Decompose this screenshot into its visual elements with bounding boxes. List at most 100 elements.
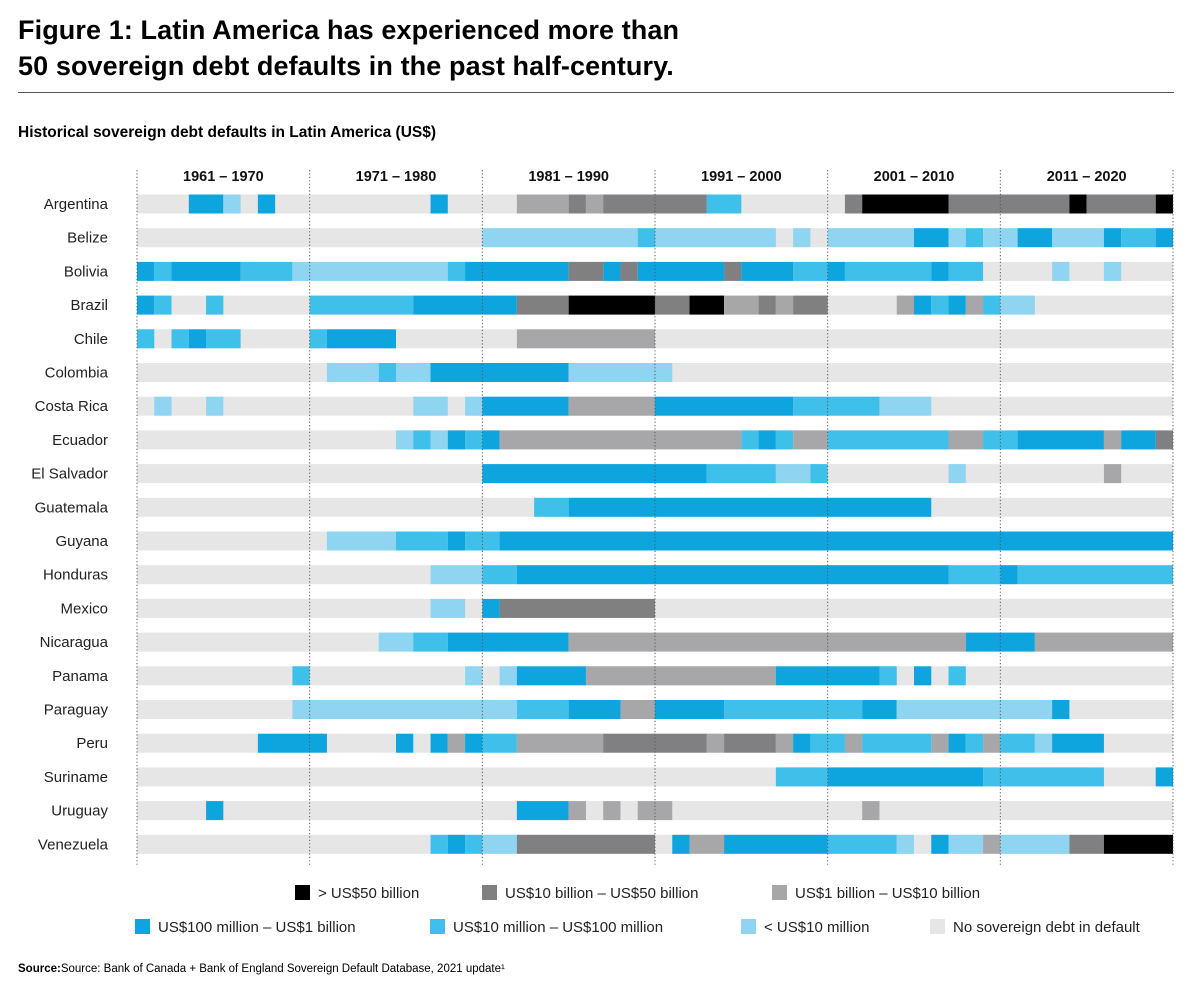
default-segment-m10-100 xyxy=(793,396,880,416)
default-segment-m100-1b xyxy=(914,295,932,315)
default-segment-lt10m xyxy=(948,228,966,248)
default-segment-m100-1b xyxy=(516,801,569,821)
default-segment-lt10m xyxy=(154,396,172,416)
default-segment-m100-1b xyxy=(948,733,966,753)
default-segment-b1-10 xyxy=(724,295,759,315)
default-segment-m100-1b xyxy=(430,363,569,382)
default-segment-m100-1b xyxy=(948,295,966,315)
default-segment-b10-50 xyxy=(758,295,776,315)
chart-subtitle: Historical sovereign debt defaults in La… xyxy=(18,124,437,141)
default-segment-lt10m xyxy=(396,430,414,450)
row-peru: Peru xyxy=(76,733,1173,753)
source-text: Source: Bank of Canada + Bank of England… xyxy=(60,963,505,975)
legend-label: < US$10 million xyxy=(764,919,869,936)
default-segment-m10-100 xyxy=(741,430,759,450)
default-segment-lt10m xyxy=(1052,261,1070,281)
country-label: Mexico xyxy=(60,600,108,617)
default-segment-b1-10 xyxy=(447,733,466,753)
default-segment-m10-100 xyxy=(810,733,845,753)
default-segment-m10-100 xyxy=(1017,565,1173,585)
default-segment-m10-100 xyxy=(827,430,949,450)
default-segment-lt10m xyxy=(827,228,914,248)
default-segment-b10-50 xyxy=(516,295,569,315)
default-segment-lt10m xyxy=(896,834,914,854)
default-segment-b1-10 xyxy=(983,733,1001,753)
country-label: Peru xyxy=(76,735,108,752)
default-segment-lt10m xyxy=(465,396,483,416)
default-segment-gt50b xyxy=(1103,834,1173,854)
default-segment-lt10m xyxy=(879,396,932,416)
default-segment-m10-100 xyxy=(206,329,241,349)
default-segment-lt10m xyxy=(482,228,638,248)
decade-label-5: 2001 – 2010 xyxy=(874,169,955,185)
legend-label: US$10 million – US$100 million xyxy=(453,919,663,936)
default-segment-m10-100 xyxy=(413,632,448,652)
default-segment-m10-100 xyxy=(534,497,569,517)
default-segment-gt50b xyxy=(689,295,725,315)
default-segment-m100-1b xyxy=(188,329,207,349)
default-segment-b10-50 xyxy=(1086,194,1156,214)
legend-item-m100-1b: US$100 million – US$1 billion xyxy=(135,919,356,936)
default-segment-b10-50 xyxy=(568,261,604,281)
default-segment-lt10m xyxy=(326,363,379,382)
default-segment-b1-10 xyxy=(965,295,984,315)
row-chile: Chile xyxy=(74,329,1173,349)
default-segment-m10-100 xyxy=(983,430,1018,450)
country-label: Chile xyxy=(74,331,108,348)
default-segment-m10-100 xyxy=(137,329,155,349)
default-segment-b10-50 xyxy=(793,295,828,315)
source-label: Source: xyxy=(18,963,61,975)
default-segment-m100-1b xyxy=(655,396,794,416)
country-label: Ecuador xyxy=(52,432,108,449)
default-segment-lt10m xyxy=(1000,295,1035,315)
default-segment-m100-1b xyxy=(1052,700,1070,719)
default-segment-m10-100 xyxy=(413,430,431,450)
row-honduras: Honduras xyxy=(43,565,1173,585)
default-segment-m10-100 xyxy=(465,834,483,854)
title-divider xyxy=(18,92,1174,93)
default-segment-lt10m xyxy=(948,464,966,484)
default-segment-lt10m xyxy=(326,531,396,551)
country-label: Honduras xyxy=(43,567,108,584)
default-segment-b1-10 xyxy=(896,295,914,315)
default-segment-m10-100 xyxy=(793,261,828,281)
row-guatemala: Guatemala xyxy=(35,497,1173,517)
default-segment-m100-1b xyxy=(741,261,794,281)
row-nicaragua: Nicaragua xyxy=(40,632,1173,652)
default-segment-m10-100 xyxy=(948,261,984,281)
default-segment-lt10m xyxy=(396,363,431,382)
default-segment-lt10m xyxy=(430,598,466,618)
default-segment-m100-1b xyxy=(568,700,621,719)
default-segment-lt10m xyxy=(206,396,224,416)
default-segment-b10-50 xyxy=(603,733,707,753)
default-segment-m10-100 xyxy=(775,430,794,450)
legend: > US$50 billion US$10 billion – US$50 bil… xyxy=(135,885,1141,936)
default-segment-b1-10 xyxy=(516,329,655,349)
default-segment-b1-10 xyxy=(983,834,1001,854)
default-segment-m100-1b xyxy=(793,733,811,753)
default-segment-m100-1b xyxy=(1103,228,1122,248)
default-segment-m10-100 xyxy=(983,295,1001,315)
default-segment-m10-100 xyxy=(516,700,569,719)
default-segment-m100-1b xyxy=(862,700,897,719)
country-label: Argentina xyxy=(44,196,109,213)
country-label: Belize xyxy=(67,230,108,247)
default-segment-m10-100 xyxy=(983,767,1104,787)
default-segment-m10-100 xyxy=(827,834,897,854)
default-segment-b1-10 xyxy=(775,295,794,315)
default-segment-b1-10 xyxy=(1034,632,1173,652)
default-segment-m10-100 xyxy=(206,295,224,315)
default-segment-m10-100 xyxy=(430,834,448,854)
default-segment-m100-1b xyxy=(137,261,155,281)
default-segment-lt10m xyxy=(948,834,984,854)
country-label: Brazil xyxy=(70,297,108,314)
default-segment-m10-100 xyxy=(482,733,517,753)
default-segment-b1-10 xyxy=(931,733,949,753)
default-segment-b1-10 xyxy=(568,396,655,416)
default-segment-lt10m xyxy=(430,565,483,585)
default-segment-lt10m xyxy=(430,430,448,450)
default-segment-m10-100 xyxy=(706,194,742,214)
default-segment-m10-100 xyxy=(810,464,828,484)
default-segment-b1-10 xyxy=(637,801,673,821)
default-segment-m100-1b xyxy=(482,396,569,416)
